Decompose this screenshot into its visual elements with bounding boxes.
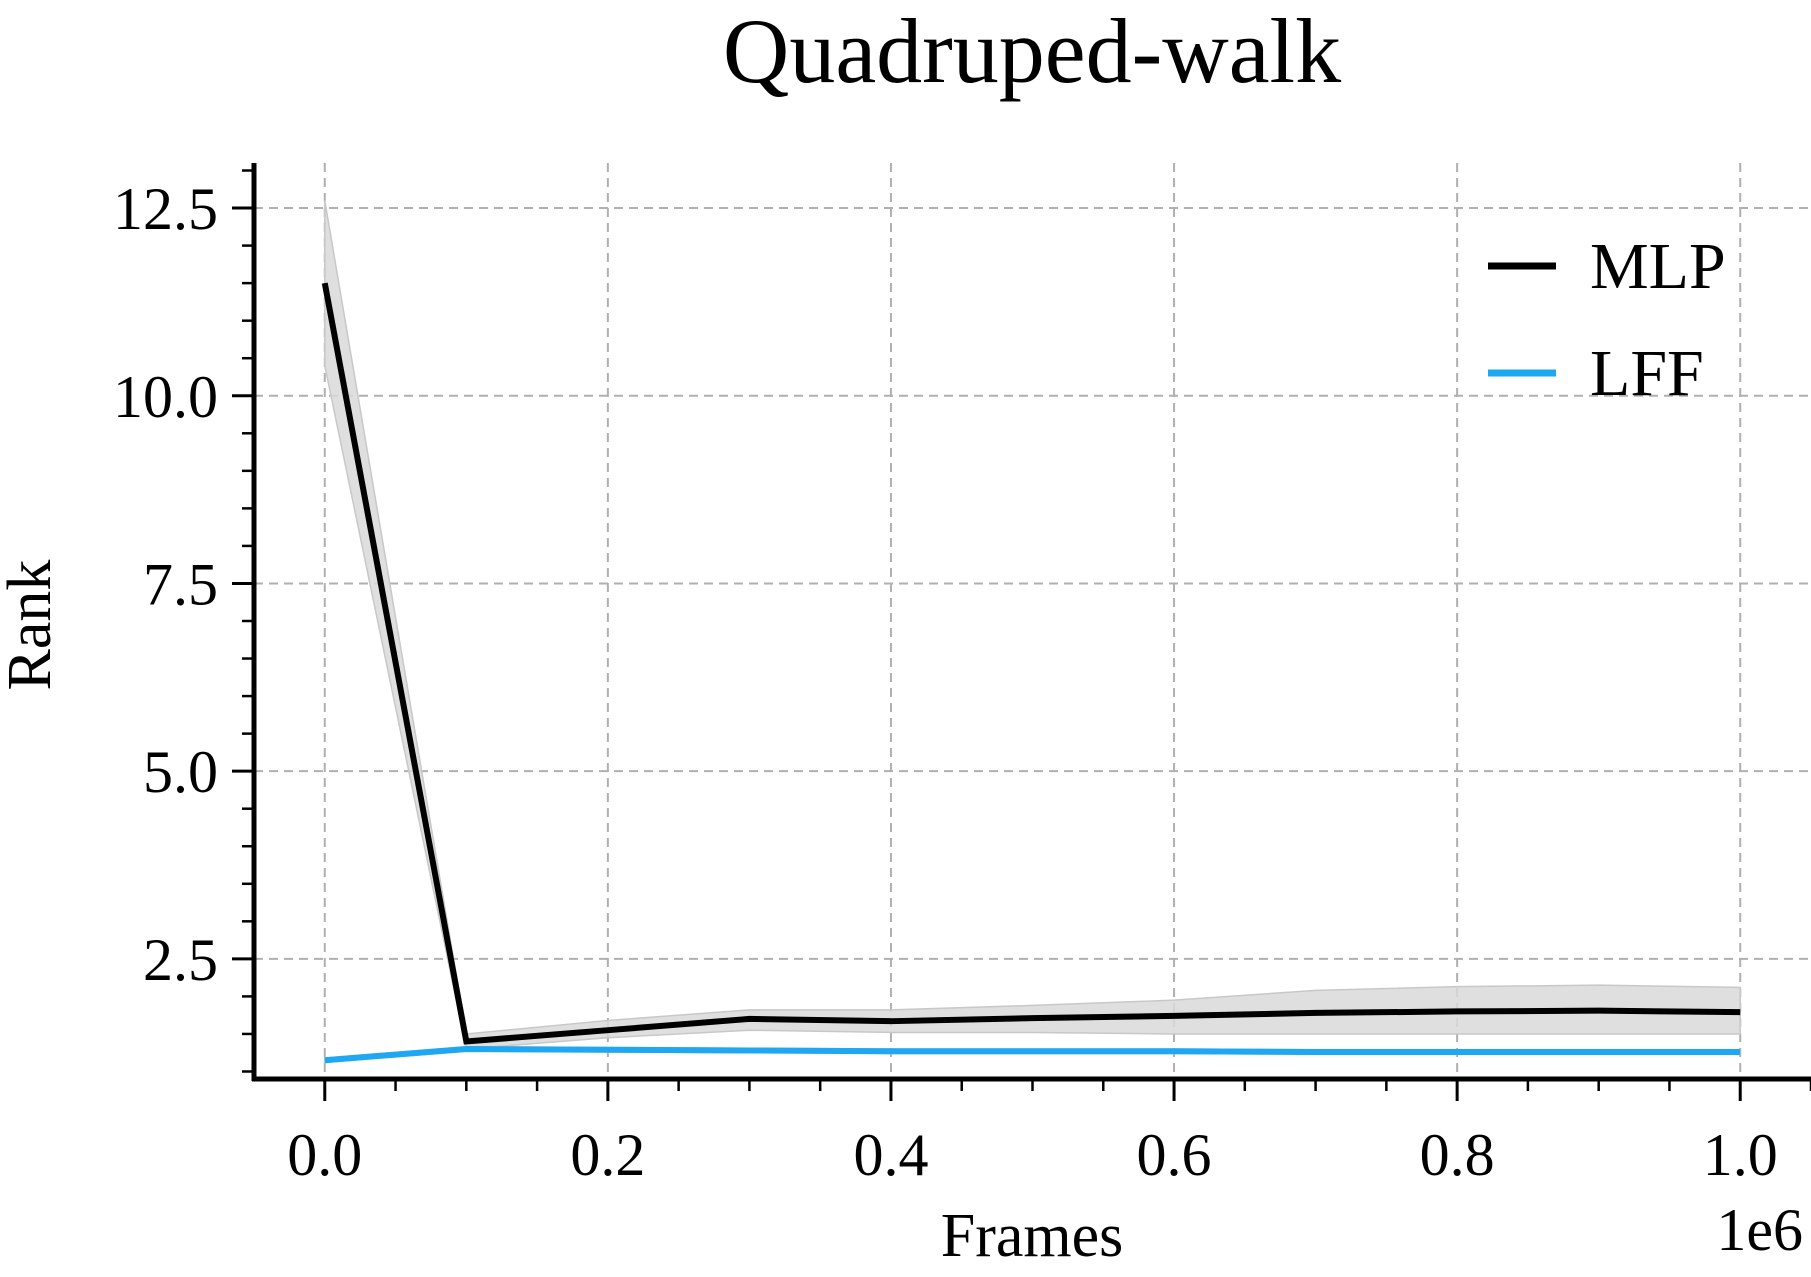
legend: MLP LFF bbox=[1488, 230, 1726, 410]
x-tick-label-1: 0.2 bbox=[570, 1122, 645, 1188]
x-axis-label: Frames bbox=[941, 1202, 1124, 1270]
x-tick-label-3: 0.6 bbox=[1137, 1122, 1212, 1188]
y-axis-label: Rank bbox=[0, 560, 64, 691]
x-tick-label-2: 0.4 bbox=[853, 1122, 928, 1188]
tick-labels: 0.0 0.2 0.4 0.6 0.8 1.0 2.5 5.0 7.5 10.0 12.5 bbox=[113, 176, 1778, 1188]
series-lines bbox=[321, 282, 1741, 1064]
y-tick-label-2: 7.5 bbox=[143, 551, 218, 617]
x-tick-label-5: 1.0 bbox=[1703, 1122, 1778, 1188]
axes bbox=[232, 163, 1811, 1101]
y-tick-label-0: 2.5 bbox=[143, 927, 218, 993]
y-tick-label-1: 5.0 bbox=[143, 739, 218, 805]
y-tick-label-4: 12.5 bbox=[113, 176, 218, 242]
grid-lines bbox=[254, 163, 1811, 1079]
series-line-mlp bbox=[321, 282, 1741, 1045]
x-tick-label-0: 0.0 bbox=[287, 1122, 362, 1188]
chart-title: Quadruped-walk bbox=[723, 0, 1341, 102]
y-tick-label-3: 10.0 bbox=[113, 364, 218, 430]
series-line-lff bbox=[324, 1045, 1741, 1064]
series-band-mlp bbox=[324, 200, 1741, 1050]
legend-label-mlp: MLP bbox=[1590, 230, 1726, 303]
x-offset-label: 1e6 bbox=[1716, 1197, 1803, 1263]
x-tick-label-4: 0.8 bbox=[1420, 1122, 1495, 1188]
confidence-bands bbox=[324, 200, 1741, 1064]
legend-label-lff: LFF bbox=[1590, 337, 1704, 410]
